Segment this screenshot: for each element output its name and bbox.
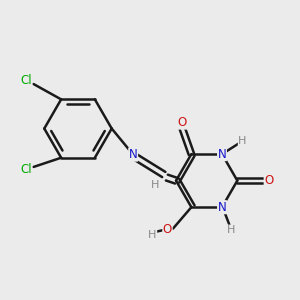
Text: O: O: [178, 116, 187, 129]
Text: N: N: [218, 148, 226, 160]
Text: H: H: [151, 180, 160, 190]
Text: O: O: [163, 223, 172, 236]
Text: H: H: [238, 136, 247, 146]
Text: Cl: Cl: [20, 164, 32, 176]
Text: H: H: [227, 225, 236, 235]
Text: Cl: Cl: [20, 74, 32, 88]
Text: O: O: [264, 174, 274, 187]
Text: H: H: [148, 230, 157, 240]
Text: N: N: [218, 201, 226, 214]
Text: N: N: [129, 148, 137, 161]
